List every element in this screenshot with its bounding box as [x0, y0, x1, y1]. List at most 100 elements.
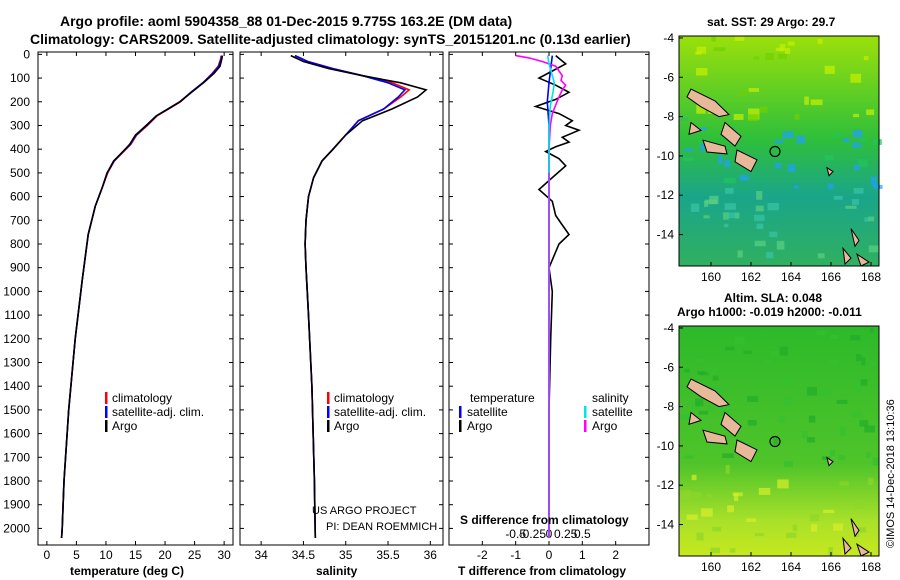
sla-map-axes: 160 162 164 166 168 -4 -6 -8 -10 -12 -14: [657, 321, 882, 574]
sla-map-title1: Altim. SLA: 0.048: [724, 291, 822, 305]
legend-label-satellite: satellite-adj. clim.: [112, 405, 204, 419]
legend-swatch-t-argo: [459, 420, 462, 432]
salinity-x-axis: 34 34.5 35 35.5 36: [254, 52, 437, 562]
lat-tick-label: -14: [657, 228, 675, 242]
island-landmass: [688, 121, 703, 136]
x-tick-label: -2: [477, 548, 488, 562]
legend-swatch-climatology: [105, 392, 108, 404]
island-landmass: [686, 88, 731, 118]
x-tick-label: 36: [424, 548, 438, 562]
difference-legend: temperature salinity satellite Argo sate…: [459, 391, 633, 433]
lon-tick-label: 168: [861, 270, 881, 284]
island-landmass: [850, 228, 860, 248]
series-line-argo: [290, 54, 428, 538]
salinity-panel: [239, 51, 444, 546]
depth-tick-label: 1800: [3, 474, 30, 488]
lon-tick-label: 162: [741, 560, 761, 574]
series-line-temperature-argo: [533, 54, 582, 538]
series-line-argo: [60, 55, 224, 538]
x-tick-label: 5: [73, 548, 80, 562]
temperature-x-axis: 0 5 10 15 20 25 30: [44, 52, 231, 562]
depth-tick-label: 400: [10, 142, 30, 156]
island-landmass: [734, 439, 758, 463]
lon-tick-label: 160: [701, 560, 721, 574]
legend-swatch-t-satellite: [459, 406, 462, 418]
lon-tick-label: 162: [741, 270, 761, 284]
credit-project: US ARGO PROJECT: [312, 505, 417, 517]
depth-tick-label: 1100: [4, 308, 30, 322]
s-tick-label: 0.25: [554, 527, 578, 541]
island-landmass: [856, 542, 871, 557]
depth-tick-label: 1200: [3, 332, 30, 346]
legend-swatch-s-argo: [584, 420, 587, 432]
depth-tick-label: 2000: [3, 521, 30, 535]
legend-swatch-satellite: [105, 406, 108, 418]
lat-tick-label: -8: [663, 400, 674, 414]
x-tick-label: 0: [44, 548, 51, 562]
island-landmass: [826, 456, 834, 467]
x-tick-label: 35: [339, 548, 353, 562]
lat-tick-label: -6: [663, 70, 674, 84]
island-landmass: [734, 149, 758, 173]
difference-axis-label: T difference from climatology: [458, 564, 626, 578]
legend-label-climatology: climatology: [112, 391, 172, 405]
s-difference-label: S difference from climatology: [460, 513, 629, 527]
lon-tick-label: 166: [821, 560, 841, 574]
sst-map: [678, 35, 883, 267]
legend-label-t-satellite: satellite: [467, 405, 508, 419]
depth-tick-label: 1300: [3, 355, 30, 369]
credit-pi: PI: DEAN ROEMMICH: [326, 521, 437, 533]
lat-tick-label: -4: [663, 31, 674, 45]
x-tick-label: 1: [579, 548, 586, 562]
series-line-salinity-argo: [515, 54, 567, 538]
lat-tick-label: -4: [663, 321, 674, 335]
salinity-axis-label: salinity: [316, 564, 358, 578]
depth-tick-label: 300: [10, 118, 30, 132]
s-tick-label: -0.5: [505, 527, 526, 541]
depth-tick-label: 1600: [3, 427, 30, 441]
s-tick-label: 0.5: [574, 527, 591, 541]
island-landmass: [702, 429, 728, 445]
sla-map: [678, 325, 880, 557]
legend-swatch-satellite: [327, 406, 330, 418]
legend-title-salinity: salinity: [592, 391, 629, 405]
legend-swatch-argo: [327, 420, 330, 432]
depth-tick-label: 1700: [3, 450, 30, 464]
island-landmass: [856, 252, 871, 267]
legend-label-t-argo: Argo: [467, 419, 493, 433]
depth-tick-label: 900: [10, 261, 30, 275]
legend-swatch-s-satellite: [584, 406, 587, 418]
x-tick-label: 10: [99, 548, 113, 562]
x-tick-label: 34: [254, 548, 268, 562]
lat-tick-label: -12: [657, 188, 675, 202]
legend-swatch-argo: [105, 420, 108, 432]
legend-label-climatology: climatology: [334, 391, 394, 405]
depth-tick-label: 100: [10, 71, 30, 85]
figure-title-line2: Climatology: CARS2009. Satellite-adjuste…: [30, 31, 631, 47]
x-tick-label: 34.5: [292, 548, 316, 562]
depth-tick-label: 500: [10, 166, 30, 180]
x-tick-label: 0: [546, 548, 553, 562]
float-position-marker: [769, 435, 781, 448]
imos-watermark: ©IMOS 14-Dec-2018 13:10:36: [885, 399, 897, 548]
island-landmass: [850, 518, 860, 538]
lon-tick-label: 164: [781, 560, 801, 574]
legend-label-argo: Argo: [334, 419, 360, 433]
lon-tick-label: 166: [821, 270, 841, 284]
island-landmass: [720, 411, 742, 437]
sst-map-axes: 160 162 164 166 168 -4 -6 -8 -10 -12 -14: [657, 31, 882, 284]
x-tick-label: 2: [612, 548, 619, 562]
x-tick-label: -1: [510, 548, 521, 562]
float-position-marker: [769, 145, 781, 158]
salinity-legend: climatology satellite-adj. clim. Argo: [327, 391, 426, 433]
sla-map-title2: Argo h1000: -0.019 h2000: -0.011: [677, 305, 862, 319]
lat-tick-label: -6: [663, 360, 674, 374]
temperature-axis-label: temperature (deg C): [70, 564, 184, 578]
lat-tick-label: -12: [657, 478, 675, 492]
lat-tick-label: -10: [657, 149, 675, 163]
lat-tick-label: -14: [657, 518, 675, 532]
legend-swatch-climatology: [327, 392, 330, 404]
x-tick-label: 20: [158, 548, 172, 562]
